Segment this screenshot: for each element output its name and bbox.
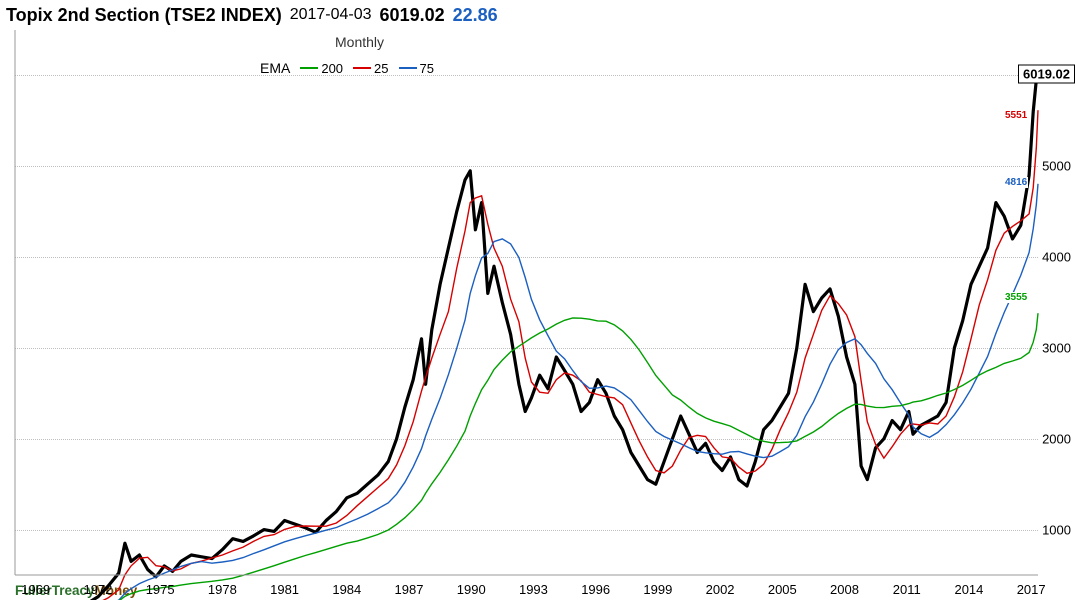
- sma-75-line: [17, 184, 1038, 600]
- last-value-flag: 6019.02: [1018, 64, 1075, 83]
- x-tick-label: 2008: [830, 582, 859, 597]
- sma-swatch-75: 75: [399, 61, 434, 76]
- y-tick-label: 4000: [1042, 250, 1071, 265]
- price-series: [17, 74, 1038, 600]
- sma-legend: EMA 200 25 75: [260, 60, 434, 76]
- y-tick-label: 3000: [1042, 340, 1071, 355]
- y-tick-label: 1000: [1042, 522, 1071, 537]
- x-tick-label: 1990: [457, 582, 486, 597]
- sma-legend-title: EMA: [260, 60, 290, 76]
- x-tick-label: 1975: [146, 582, 175, 597]
- interval-label: Monthly: [335, 34, 384, 50]
- x-tick-label: 1996: [581, 582, 610, 597]
- y-tick-label: 5000: [1042, 159, 1071, 174]
- x-tick-label: 2014: [954, 582, 983, 597]
- sma-end-label-200: 3555: [1004, 292, 1028, 303]
- x-tick-label: 2017: [1017, 582, 1046, 597]
- sma-swatch-25: 25: [353, 61, 388, 76]
- x-tick-label: 1981: [270, 582, 299, 597]
- x-tick-label: 1999: [643, 582, 672, 597]
- x-tick-label: 1987: [395, 582, 424, 597]
- x-tick-label: 2002: [706, 582, 735, 597]
- x-tick-label: 2011: [893, 582, 921, 597]
- x-tick-label: 1984: [332, 582, 361, 597]
- x-tick-label: 1969: [21, 582, 50, 597]
- sma-25-line: [17, 110, 1038, 600]
- x-tick-label: 1978: [208, 582, 237, 597]
- x-tick-label: 2005: [768, 582, 797, 597]
- sma-swatch-200: 200: [300, 61, 343, 76]
- x-tick-label: 1993: [519, 582, 548, 597]
- sma-end-label-75: 4816: [1004, 177, 1028, 188]
- y-tick-label: 2000: [1042, 431, 1071, 446]
- x-tick-label: 1972: [83, 582, 112, 597]
- sma-end-label-25: 5551: [1004, 110, 1028, 121]
